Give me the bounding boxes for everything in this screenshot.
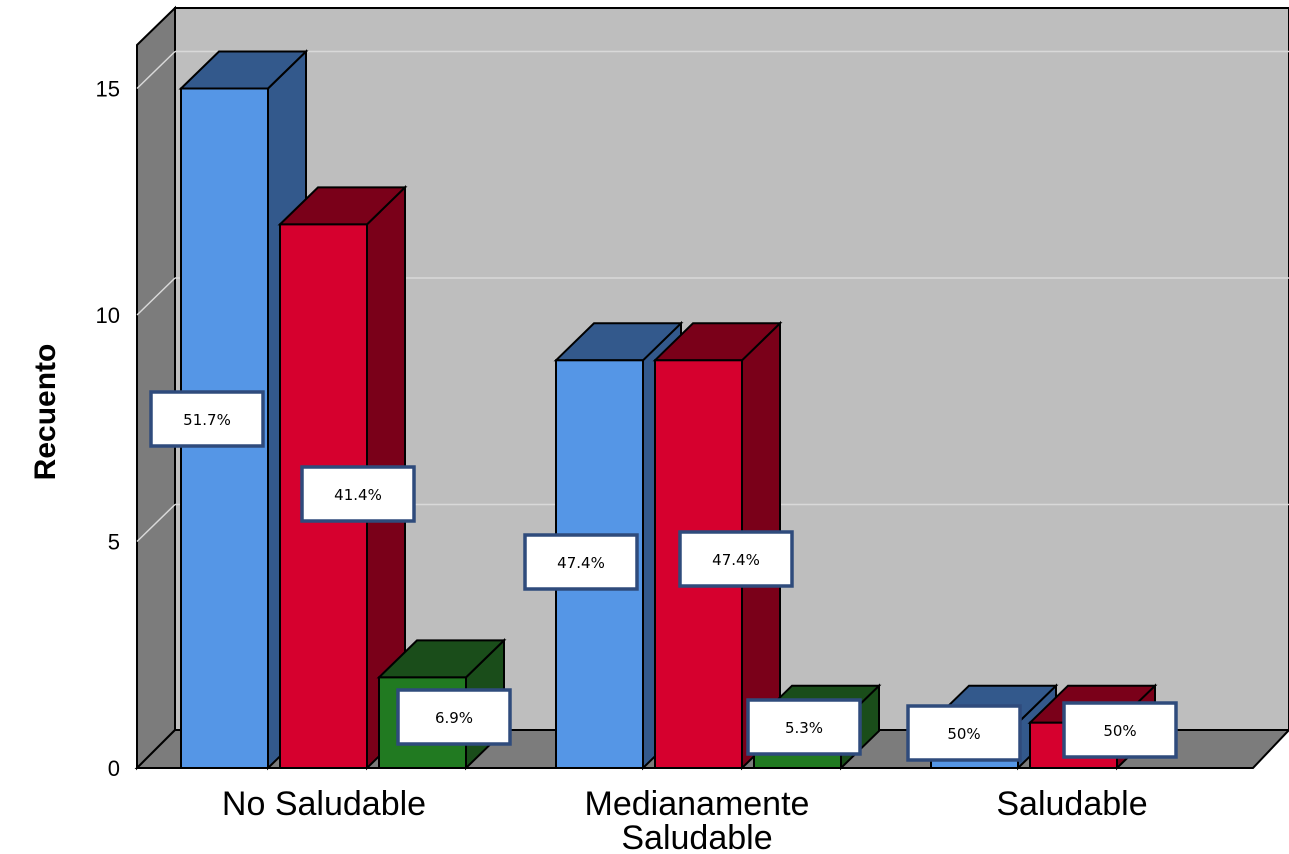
data-label-box — [1062, 701, 1178, 759]
data-label-text: 41.4% — [334, 486, 382, 504]
data-label: 47.4% — [523, 533, 639, 591]
x-category-label-line: No Saludable — [222, 785, 426, 823]
x-category-label: Saludable — [996, 785, 1147, 823]
data-label-text: 50% — [1103, 722, 1136, 740]
y-axis-ticks: 0 5 10 15 — [96, 77, 120, 782]
y-tick-label: 15 — [96, 77, 120, 102]
y-tick-label: 0 — [108, 756, 120, 781]
data-label: 6.9% — [396, 688, 512, 746]
x-category-label: Medianamente Saludable — [585, 785, 810, 854]
data-label: 41.4% — [300, 465, 416, 523]
data-label: 5.3% — [746, 698, 862, 756]
data-label: 50% — [1062, 701, 1178, 759]
x-category-label-line: Medianamente — [585, 785, 810, 823]
data-label-box — [906, 704, 1022, 762]
data-label: 50% — [906, 704, 1022, 762]
gridline — [136, 50, 176, 90]
x-category-label: No Saludable — [222, 785, 426, 823]
data-label-box — [746, 698, 862, 756]
data-label-text: 47.4% — [712, 551, 760, 569]
data-label-text: 47.4% — [557, 554, 605, 572]
data-label-box — [678, 530, 794, 588]
data-label: 47.4% — [678, 530, 794, 588]
data-label-box — [396, 688, 512, 746]
x-category-label-line: Saludable — [621, 819, 772, 854]
y-tick-label: 5 — [108, 530, 120, 555]
data-label-text: 6.9% — [435, 709, 473, 727]
data-labels: 51.7% 41.4% 6.9% 47.4% 47.4% 5.3% 50% 50% — [149, 390, 1178, 762]
data-label-text: 50% — [947, 725, 980, 743]
side-wall — [136, 5, 176, 771]
y-axis-title: Recuento — [29, 344, 62, 481]
x-axis-categories: No Saludable Medianamente SaludableSaludab… — [222, 785, 1148, 854]
data-label-text: 5.3% — [785, 719, 823, 737]
data-label-box — [523, 533, 639, 591]
gridline — [136, 503, 176, 543]
data-label: 51.7% — [149, 390, 265, 448]
x-category-label-line: Saludable — [996, 785, 1147, 823]
data-label-box — [300, 465, 416, 523]
data-label-text: 51.7% — [183, 411, 231, 429]
y-tick-label: 10 — [96, 303, 120, 328]
gridline — [136, 277, 176, 316]
data-label-box — [149, 390, 265, 448]
